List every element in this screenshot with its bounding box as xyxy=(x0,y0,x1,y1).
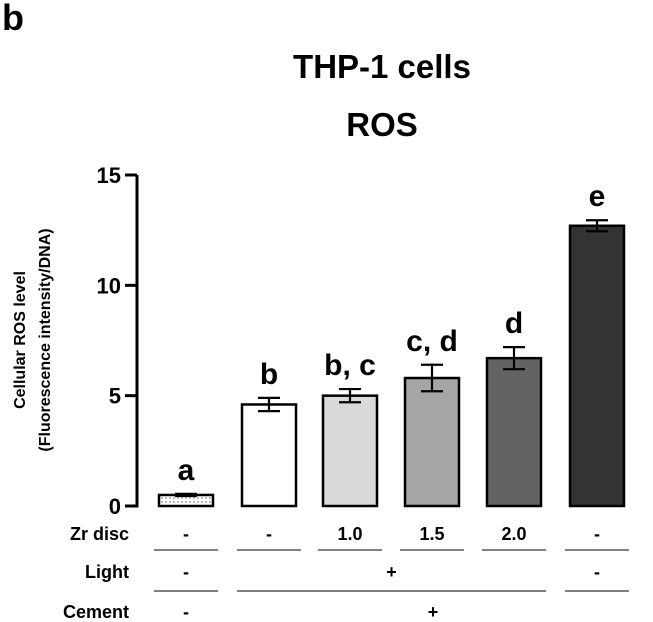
y-axis-label-line2: (Fluorescence intensity/DNA) xyxy=(37,228,54,451)
y-tick-label-2: 10 xyxy=(97,273,121,298)
condition-value-0-1: - xyxy=(266,524,272,544)
significance-letter-4: d xyxy=(505,307,523,340)
condition-value-2-1: + xyxy=(428,602,439,622)
condition-value-2-0: - xyxy=(183,602,189,622)
bar-3 xyxy=(403,376,461,508)
plot-area: 0 5 10 15 a b b, c c, d d e xyxy=(97,163,626,519)
error-bar-2 xyxy=(339,387,361,404)
bar-2 xyxy=(321,394,379,508)
y-tick-label-0: 0 xyxy=(109,494,121,519)
error-bar-5 xyxy=(586,219,608,233)
condition-value-0-3: 1.5 xyxy=(419,524,444,544)
chart-title: THP-1 cells xyxy=(293,48,471,85)
chart-subtitle: ROS xyxy=(346,106,418,143)
significance-letter-2: b, c xyxy=(324,349,376,382)
condition-value-0-0: - xyxy=(183,524,189,544)
significance-letter-1: b xyxy=(260,358,278,391)
panel-label: b xyxy=(2,0,24,38)
significance-letter-0: a xyxy=(178,454,195,487)
condition-label-1: Light xyxy=(85,562,129,582)
condition-value-0-5: - xyxy=(594,524,600,544)
condition-table: Zr disc - - 1.0 1.5 2.0 - Light - + - Cement - + xyxy=(63,524,629,622)
condition-value-0-2: 1.0 xyxy=(337,524,362,544)
significance-letter-5: e xyxy=(589,180,606,213)
condition-label-2: Cement xyxy=(63,602,129,622)
error-bar-3 xyxy=(421,363,443,393)
condition-value-1-2: - xyxy=(594,562,600,582)
bar-4 xyxy=(485,356,543,508)
y-axis-label-line1: Cellular ROS level xyxy=(12,271,29,409)
significance-letter-3: c, d xyxy=(406,325,458,358)
condition-value-1-1: + xyxy=(386,562,397,582)
y-tick-label-3: 15 xyxy=(97,163,121,188)
bar-1 xyxy=(240,403,298,508)
error-bar-1 xyxy=(258,396,280,413)
condition-value-1-0: - xyxy=(183,562,189,582)
bar-5 xyxy=(568,224,626,508)
condition-label-0: Zr disc xyxy=(70,524,129,544)
condition-value-0-4: 2.0 xyxy=(501,524,526,544)
error-bar-4 xyxy=(503,346,525,371)
y-axis-label: Cellular ROS level (Fluorescence intensi… xyxy=(12,228,54,451)
error-bar-0 xyxy=(175,492,197,498)
y-tick-label-1: 5 xyxy=(109,384,121,409)
